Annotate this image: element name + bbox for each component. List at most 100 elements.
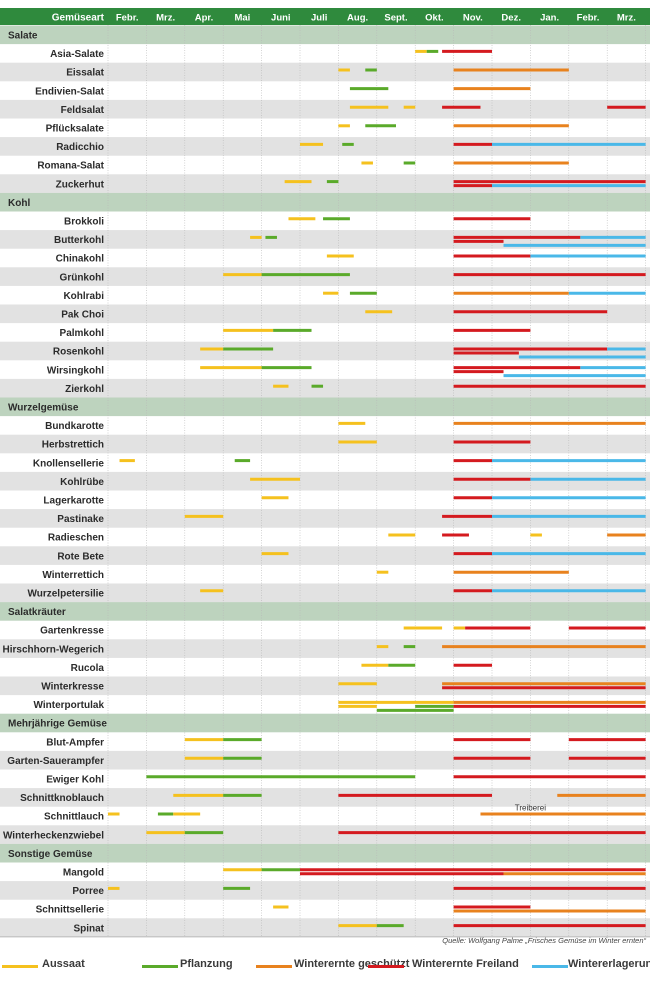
row-stripe [0,639,650,658]
row-label: Asia-Salate [50,49,104,60]
row-stripe [0,378,650,398]
month-label: Nov. [463,13,483,24]
row-label: Butterkohl [54,235,104,246]
row-label: Radieschen [48,533,104,544]
section-band [0,713,650,733]
legend-label: Wintererlagerung [568,958,650,970]
row-stripe [0,267,650,286]
row-stripe [0,99,650,119]
section-title: Salate [8,31,38,42]
row-label: Mangold [63,868,104,879]
row-stripe [0,62,650,82]
row-label: Wirsingkohl [47,365,104,376]
row-stripe [0,918,650,937]
row-label: Feldsalat [61,105,105,116]
row-label: Rosenkohl [53,347,104,358]
section-band [0,843,650,863]
row-label: Zierkohl [65,384,104,395]
row-label: Schnittknoblauch [20,793,104,804]
row-stripe [0,881,650,900]
row-label: Herbstrettich [42,440,104,451]
month-label: Febr. [116,13,139,24]
header-bar [0,8,650,25]
row-label: Zuckerhut [56,179,105,190]
row-label: Garten-Sauerampfer [7,756,104,767]
row-label: Radicchio [56,142,104,153]
row-label: Winterportulak [34,700,105,711]
legend: Aussaat Pflanzung Winterernte geschützt Win… [0,955,650,977]
row-stripe [0,137,650,156]
month-label: Apr. [195,13,213,24]
row-label: Rote Bete [57,551,104,562]
row-label: Kohlrübe [60,477,104,488]
row-stripe [0,583,650,603]
row-stripe [0,434,650,454]
row-stripe [0,174,650,193]
row-stripe [0,230,650,249]
section-band [0,602,650,621]
row-label: Pflücksalate [46,124,105,135]
legend-swatch [532,965,568,968]
row-label: Knollensellerie [33,458,105,469]
row-label: Wurzelpetersilie [27,589,104,600]
section-title: Mehrjährige Gemüse [8,719,107,730]
section-band [0,25,650,45]
legend-swatch [368,965,404,968]
month-label: Mrz. [156,13,175,24]
row-label: Ewiger Kohl [46,775,104,786]
row-stripe [0,750,650,770]
row-stripe [0,509,650,528]
row-stripe [0,825,650,844]
row-stripe [0,546,650,565]
row-label: Gartenkresse [40,626,104,637]
month-label: Dez. [501,13,521,24]
month-label: Okt. [425,13,443,24]
row-label: Endivien-Salat [35,86,105,97]
section-title: Kohl [8,198,30,209]
legend-label: Pflanzung [180,958,233,970]
legend-swatch [2,965,38,968]
row-stripe [0,304,650,324]
month-label: Sept. [384,13,407,24]
legend-label: Winterernte geschützt [294,958,410,970]
section-title: Sonstige Gemüse [8,849,93,860]
row-stripe [0,341,650,361]
row-label: Winterheckenzwiebel [3,830,104,841]
month-label: Jan. [540,13,559,24]
section-band [0,192,650,212]
row-stripe [0,676,650,696]
row-label: Winterrettich [42,570,104,581]
annotation-label: Treiberei [515,804,546,813]
month-label: Mai [234,13,250,24]
row-label: Kohlrabi [63,291,104,302]
month-label: Juni [271,13,291,24]
row-stripe [0,788,650,807]
column-header: Gemüseart [52,13,105,24]
row-label: Pak Choi [61,310,104,321]
legend-label: Aussaat [42,958,85,970]
section-band [0,397,650,417]
row-label: Schnittlauch [44,812,104,823]
month-label: Mrz. [617,13,636,24]
row-label: Grünkohl [60,272,105,283]
row-stripe [0,471,650,491]
legend-swatch [256,965,292,968]
month-label: Aug. [347,13,368,24]
source-note: Quelle: Wolfgang Palme „Frisches Gemüse … [442,936,646,945]
row-label: Chinakohl [56,254,105,265]
section-title: Salatkräuter [8,607,66,618]
legend-label: Winterernte Freiland [412,958,519,970]
row-label: Hirschhorn-Wegerich [3,644,105,655]
row-label: Winterkresse [41,682,104,693]
row-label: Bundkarotte [45,421,104,432]
month-label: Juli [311,13,327,24]
section-title: Wurzelgemüse [8,403,79,414]
row-label: Brokkoli [64,217,104,228]
row-label: Romana-Salat [37,161,104,172]
row-label: Schnittsellerie [36,905,105,916]
row-label: Palmkohl [60,328,105,339]
row-label: Spinat [73,923,104,934]
row-label: Blut-Ampfer [46,737,104,748]
row-label: Lagerkarotte [43,496,104,507]
